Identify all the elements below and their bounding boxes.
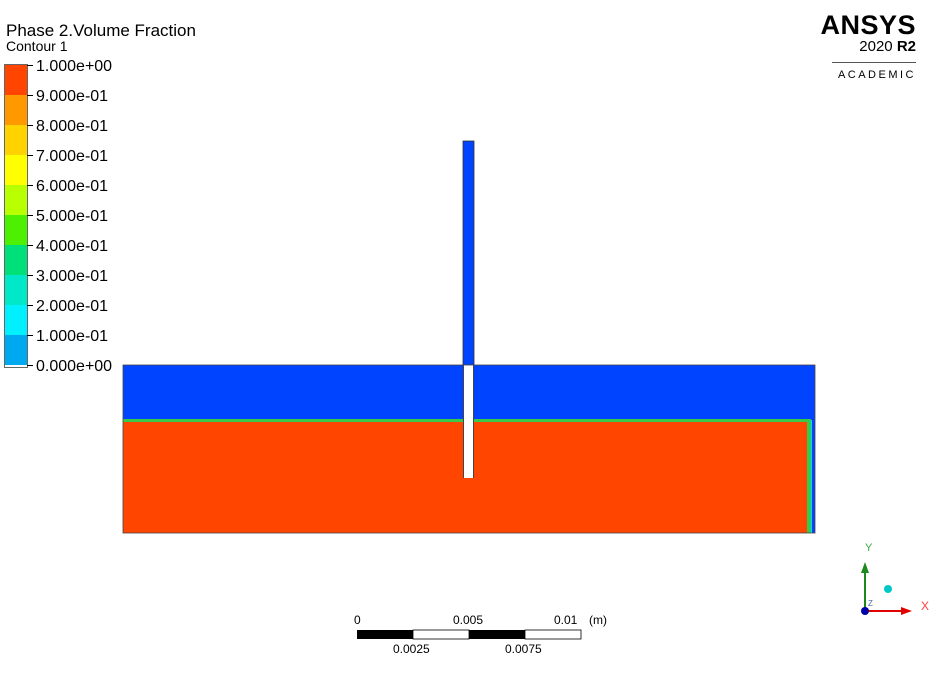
legend-band-2: [5, 95, 27, 125]
axis-triad: [861, 562, 912, 615]
plot-title: Phase 2.Volume Fraction: [6, 21, 196, 40]
scale-segment-4: [524, 629, 582, 640]
legend-label: 1.000e+00: [36, 58, 113, 75]
scale-label-00075: 0.0075: [505, 642, 542, 656]
legend-band-8: [5, 275, 27, 305]
legend-label: 4.000e-01: [36, 238, 109, 255]
y-axis-arrow: [861, 562, 869, 573]
version-year: 2020: [859, 38, 893, 55]
domain-outline: [122, 364, 816, 534]
academic-label: ACADEMIC: [837, 69, 916, 81]
legend-tick: [27, 305, 33, 306]
z-axis-origin: [861, 607, 869, 615]
scale-label-0: 0: [354, 613, 361, 627]
legend-band-4: [5, 155, 27, 185]
legend-tick: [27, 125, 33, 126]
legend-label: 8.000e-01: [36, 118, 109, 135]
scale-segment-3: [469, 630, 525, 639]
legend-tick: [27, 215, 33, 216]
scale-segment-2: [412, 629, 470, 640]
view-point-marker: [884, 585, 892, 593]
legend-tick: [27, 95, 33, 96]
legend-tick: [27, 335, 33, 336]
legend-tick: [27, 65, 33, 66]
interface-band-right: [807, 420, 811, 533]
scale-segment-1: [357, 630, 413, 639]
legend-band-3: [5, 125, 27, 155]
legend-label: 7.000e-01: [36, 148, 109, 165]
legend-label: 2.000e-01: [36, 298, 109, 315]
x-axis-arrow: [901, 607, 912, 615]
ansys-logo: ANSYS: [820, 10, 916, 40]
scale-bar: [357, 629, 582, 640]
color-legend-bar: [4, 64, 28, 368]
legend-tick: [27, 245, 33, 246]
legend-tick: [27, 155, 33, 156]
scale-label-0005: 0.005: [453, 613, 484, 627]
scale-label-001: 0.01: [554, 613, 578, 627]
y-axis-label: Y: [865, 542, 873, 554]
legend-label: 1.000e-01: [36, 328, 109, 345]
plot-subtitle: Contour 1: [6, 38, 68, 54]
legend-tick: [27, 365, 33, 366]
ansys-version: 2020 R2: [859, 38, 916, 56]
legend-label: 6.000e-01: [36, 178, 109, 195]
legend-label: 3.000e-01: [36, 268, 109, 285]
legend-tick: [27, 275, 33, 276]
x-axis-label: X: [921, 599, 930, 613]
legend-label: 0.000e+00: [36, 358, 113, 375]
legend-band-5: [5, 185, 27, 215]
nozzle-gap: [464, 365, 473, 478]
legend-band-7: [5, 245, 27, 275]
legend-label: 5.000e-01: [36, 208, 109, 225]
legend-band-10: [5, 335, 27, 365]
legend-band-9: [5, 305, 27, 335]
legend-band-6: [5, 215, 27, 245]
scale-label-00025: 0.0025: [393, 642, 430, 656]
logo-divider: [832, 62, 916, 63]
legend-band-1: [5, 65, 27, 95]
interface-band-right-outer: [811, 420, 812, 533]
legend-tick: [27, 185, 33, 186]
scale-unit: (m): [589, 613, 607, 627]
z-axis-label: Z: [868, 599, 873, 608]
legend-label: 9.000e-01: [36, 88, 109, 105]
version-release: R2: [896, 38, 916, 55]
nozzle-tube: [462, 140, 475, 366]
